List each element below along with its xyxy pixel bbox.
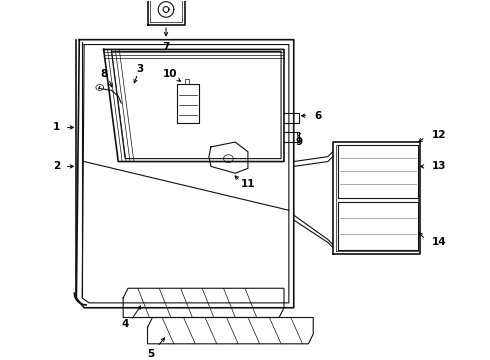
Text: 11: 11 (241, 179, 255, 189)
Text: 14: 14 (432, 238, 447, 247)
Text: 1: 1 (53, 122, 60, 132)
Text: 5: 5 (147, 349, 154, 359)
Text: 13: 13 (432, 161, 447, 171)
Text: 10: 10 (163, 69, 177, 79)
Text: 3: 3 (136, 64, 144, 74)
Text: 9: 9 (295, 137, 302, 147)
Text: 7: 7 (162, 42, 170, 53)
Text: 12: 12 (432, 130, 447, 140)
Text: 6: 6 (315, 111, 322, 121)
Text: 8: 8 (100, 69, 107, 79)
Text: 2: 2 (53, 161, 60, 171)
Text: 4: 4 (122, 319, 129, 329)
